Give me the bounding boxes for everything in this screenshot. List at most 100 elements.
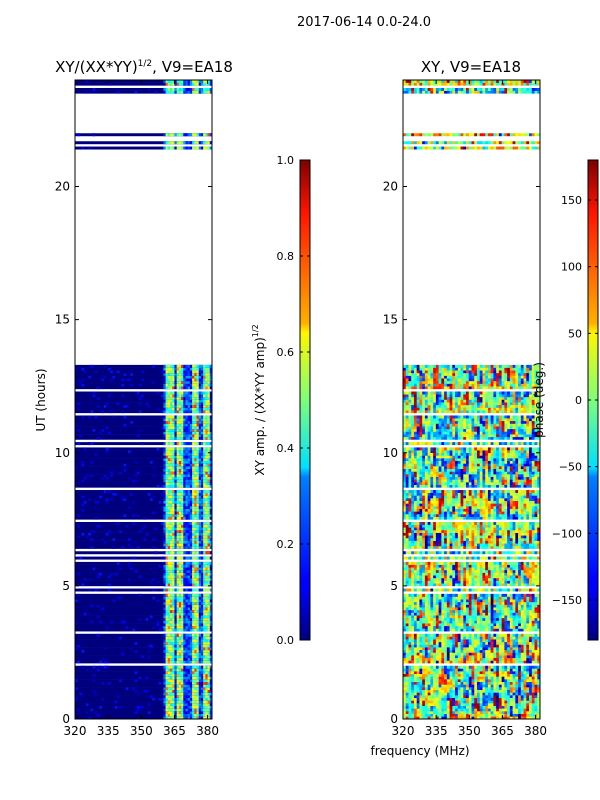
amp-cell bbox=[181, 567, 184, 571]
amp-cell bbox=[110, 474, 113, 478]
amp-cell bbox=[167, 593, 171, 597]
amp-cell bbox=[189, 671, 193, 675]
phase-cell bbox=[487, 705, 491, 709]
amp-cell bbox=[200, 551, 204, 555]
amp-cell bbox=[207, 623, 211, 627]
amp-cell bbox=[167, 649, 171, 653]
phase-cell bbox=[509, 625, 513, 629]
phase-cell bbox=[416, 665, 420, 669]
amp-cell bbox=[185, 679, 188, 683]
amp-cell bbox=[209, 87, 212, 91]
amp-cell bbox=[174, 458, 177, 462]
phase-cell bbox=[413, 660, 417, 664]
amp-cell bbox=[185, 543, 188, 547]
amp-cell bbox=[176, 367, 180, 371]
phase-cell bbox=[496, 668, 500, 672]
figure-suptitle: 2017-06-14 0.0-24.0 bbox=[297, 15, 431, 30]
amp-cell bbox=[178, 572, 182, 576]
phase-cell bbox=[444, 700, 448, 704]
amp-cell bbox=[163, 545, 166, 549]
amp-cell bbox=[198, 692, 202, 696]
phase-cell bbox=[512, 668, 516, 672]
amp-row bbox=[75, 495, 212, 499]
amp-cell bbox=[181, 495, 184, 499]
phase-cell bbox=[422, 660, 426, 664]
amp-cell bbox=[207, 543, 211, 547]
amp-cell bbox=[181, 660, 184, 664]
phase-cell bbox=[403, 687, 407, 691]
phase-cell bbox=[485, 692, 489, 696]
phase-cell bbox=[504, 633, 508, 637]
amp-cell bbox=[139, 676, 142, 680]
amp-cell bbox=[170, 420, 173, 424]
amp-cell bbox=[194, 612, 197, 616]
amp-cell bbox=[200, 80, 204, 83]
amp-cell bbox=[192, 684, 195, 688]
amp-cell bbox=[176, 495, 180, 499]
amp-cell bbox=[167, 695, 171, 698]
amp-cell bbox=[176, 652, 180, 656]
phase-cell bbox=[433, 711, 437, 714]
phase-cell bbox=[408, 647, 412, 651]
phase-cell bbox=[507, 647, 511, 651]
amp-cell bbox=[203, 450, 206, 454]
amp-cell bbox=[176, 543, 180, 547]
amp-cell bbox=[200, 380, 204, 384]
amp-cell bbox=[163, 436, 166, 440]
amp-cell bbox=[172, 490, 175, 493]
amp-cell bbox=[196, 460, 200, 464]
amp-cell bbox=[178, 146, 182, 150]
panel1-heatmap bbox=[75, 80, 212, 719]
amp-cell bbox=[176, 655, 180, 659]
amp-cell bbox=[198, 511, 202, 515]
phase-cell bbox=[452, 625, 456, 629]
amp-cell bbox=[178, 482, 182, 485]
amp-cell bbox=[170, 479, 173, 483]
amp-cell bbox=[112, 537, 116, 541]
phase-cell bbox=[416, 647, 420, 651]
amp-cell bbox=[207, 615, 211, 619]
amp-cell bbox=[196, 450, 200, 454]
amp-cell bbox=[167, 641, 171, 645]
amp-cell bbox=[172, 370, 175, 374]
amp-cell bbox=[198, 564, 202, 568]
amp-cell bbox=[165, 513, 169, 517]
amp-cell bbox=[181, 474, 184, 478]
amp-cell bbox=[207, 561, 211, 565]
amp-cell bbox=[198, 697, 202, 701]
phase-cell bbox=[446, 636, 450, 640]
amp-cell bbox=[189, 604, 193, 608]
phase-cell bbox=[529, 695, 533, 698]
amp-cell bbox=[194, 652, 197, 656]
amp-cell bbox=[172, 396, 175, 400]
phase-cell bbox=[531, 676, 535, 680]
phase-cell bbox=[515, 633, 519, 637]
phase-cell bbox=[493, 665, 497, 669]
phase-cell bbox=[438, 665, 442, 669]
amp-cell bbox=[194, 364, 197, 368]
phase-cell bbox=[471, 705, 475, 709]
amp-cell bbox=[205, 516, 208, 520]
amp-row bbox=[75, 551, 212, 555]
phase-cell bbox=[512, 679, 516, 683]
amp-cell bbox=[194, 500, 197, 504]
phase-cell bbox=[487, 692, 491, 696]
amp-cell bbox=[170, 567, 173, 571]
amp-cell bbox=[172, 407, 175, 411]
phase-cell bbox=[403, 665, 407, 669]
amp-cell bbox=[209, 687, 212, 691]
amp-cell bbox=[187, 652, 191, 656]
amp-cell bbox=[167, 607, 171, 611]
amp-cell bbox=[167, 80, 171, 83]
amp-cell bbox=[207, 572, 211, 576]
phase-cell bbox=[487, 700, 491, 704]
amp-cell bbox=[170, 428, 173, 432]
phase-cell bbox=[515, 668, 519, 672]
amp-cell bbox=[205, 367, 208, 371]
amp-cell bbox=[176, 564, 180, 568]
amp-cell bbox=[165, 713, 169, 717]
phase-cell bbox=[485, 689, 489, 693]
phase-cell bbox=[498, 660, 502, 664]
amp-cell bbox=[207, 471, 211, 475]
amp-cell bbox=[181, 521, 184, 525]
